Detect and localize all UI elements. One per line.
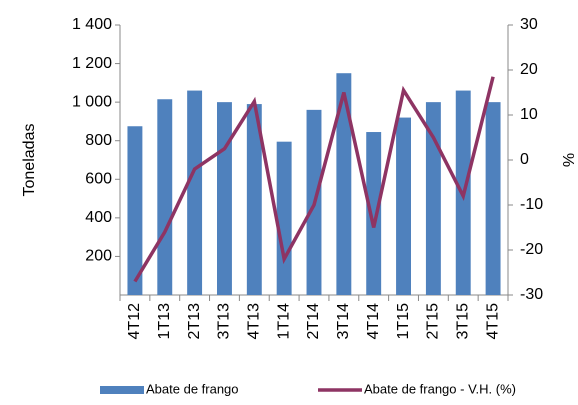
- bar: [366, 132, 382, 295]
- bar: [157, 99, 173, 295]
- x-tick-label: 1T14: [275, 303, 292, 340]
- y2-tick-label: -10: [520, 196, 543, 213]
- bar: [246, 104, 262, 295]
- x-tick-label: 4T13: [246, 303, 263, 340]
- legend-label: Abate de frango: [146, 381, 239, 396]
- legend-swatch: [100, 386, 144, 394]
- legend-label: Abate de frango - V.H. (%): [364, 381, 516, 396]
- bar: [336, 73, 352, 295]
- y-tick-label: 400: [85, 209, 112, 226]
- y-tick-label: 1 000: [72, 93, 112, 110]
- x-tick-label: 2T14: [305, 303, 322, 340]
- y2-tick-label: 0: [520, 151, 529, 168]
- x-tick-label: 4T12: [126, 303, 143, 340]
- y-tick-label: 200: [85, 248, 112, 265]
- y-tick-label: 800: [85, 132, 112, 149]
- x-tick-label: 3T15: [454, 303, 471, 340]
- bar: [425, 102, 441, 296]
- bar: [485, 102, 501, 296]
- y2-tick-label: 10: [520, 106, 538, 123]
- y-tick-label: 600: [85, 171, 112, 188]
- x-tick-label: 4T14: [365, 303, 382, 340]
- y2-tick-label: -30: [520, 286, 543, 303]
- x-tick-label: 2T15: [425, 303, 442, 340]
- x-tick-label: 3T13: [216, 303, 233, 340]
- line: [133, 76, 495, 283]
- bar: [396, 117, 411, 295]
- x-tick-label: 3T14: [335, 303, 352, 340]
- bar: [187, 90, 203, 295]
- y-tick-label: 1 400: [72, 16, 112, 33]
- x-tick-label: 2T13: [186, 303, 203, 340]
- y2-tick-label: 30: [520, 16, 538, 33]
- y2-tick-label: -20: [520, 241, 543, 258]
- bar: [276, 141, 292, 295]
- y2-tick-label: 20: [520, 61, 538, 78]
- y-axis-title: Toneladas: [21, 124, 38, 197]
- y-tick-label: 1 200: [72, 55, 112, 72]
- x-tick-label: 4T15: [484, 303, 501, 340]
- x-tick-label: 1T13: [156, 303, 173, 340]
- x-tick-label: 1T15: [395, 303, 412, 340]
- y2-axis-title: %: [559, 153, 576, 167]
- bar: [217, 102, 232, 296]
- bar: [127, 126, 143, 295]
